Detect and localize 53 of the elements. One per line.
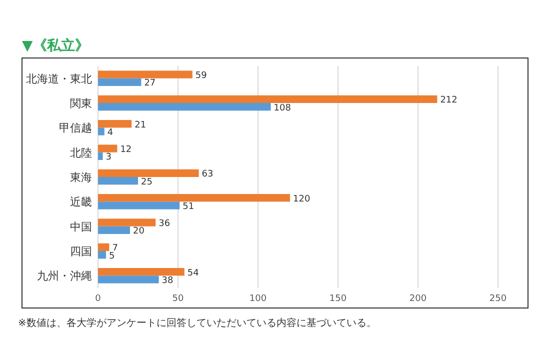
bar <box>98 95 438 103</box>
bar <box>98 144 118 152</box>
bar <box>98 169 199 177</box>
data-label: 7 <box>112 244 118 254</box>
data-label: 63 <box>202 170 214 180</box>
y-tick-label: 中国 <box>70 220 92 234</box>
bar <box>98 251 106 259</box>
data-label: 120 <box>293 194 310 204</box>
bar <box>98 268 184 276</box>
data-label: 27 <box>144 78 156 89</box>
data-label: 3 <box>106 152 112 163</box>
data-label: 21 <box>134 120 146 130</box>
bar <box>98 78 142 86</box>
y-tick-label: 北陸 <box>70 146 92 160</box>
y-tick-label: 九州・沖縄 <box>37 270 92 283</box>
data-label: 59 <box>195 71 208 82</box>
data-label: 4 <box>107 128 114 138</box>
bar <box>98 218 156 226</box>
y-tick-label: 東海 <box>70 171 92 184</box>
y-tick-label: 甲信越 <box>59 122 92 135</box>
data-label: 212 <box>440 96 458 106</box>
data-label: 12 <box>120 145 132 156</box>
x-tick-label: 150 <box>329 294 347 304</box>
bar <box>98 226 130 234</box>
chart-title: ▼《私立》 <box>22 37 89 54</box>
data-label: 38 <box>162 276 174 286</box>
bar <box>98 202 180 210</box>
bar <box>98 70 192 78</box>
y-tick-label: 四国 <box>70 245 92 258</box>
bar <box>98 243 110 251</box>
bar <box>98 120 132 128</box>
bar <box>98 152 103 160</box>
bar <box>98 103 271 111</box>
y-tick-label: 近畿 <box>70 196 92 209</box>
bar <box>98 276 159 284</box>
bar <box>98 194 290 202</box>
data-label: 25 <box>141 177 152 188</box>
y-tick-label: 北海道・東北 <box>26 72 92 86</box>
x-tick-label: 50 <box>172 294 184 304</box>
x-tick-label: 200 <box>409 294 427 304</box>
data-label: 5 <box>109 251 115 262</box>
data-label: 51 <box>182 202 194 212</box>
data-label: 54 <box>187 268 200 278</box>
x-tick-label: 100 <box>249 294 267 304</box>
data-label: 108 <box>274 103 292 114</box>
x-tick-label: 250 <box>489 294 507 304</box>
bar <box>98 177 138 185</box>
text: ※数値は、各大学がアンケートに回答していただいている内容に基づいている。 <box>18 317 376 329</box>
x-tick-label: 0 <box>95 294 102 304</box>
data-label: 20 <box>133 226 145 237</box>
y-tick-label: 関東 <box>70 97 92 110</box>
bar <box>98 128 104 136</box>
data-label: 36 <box>158 219 170 230</box>
